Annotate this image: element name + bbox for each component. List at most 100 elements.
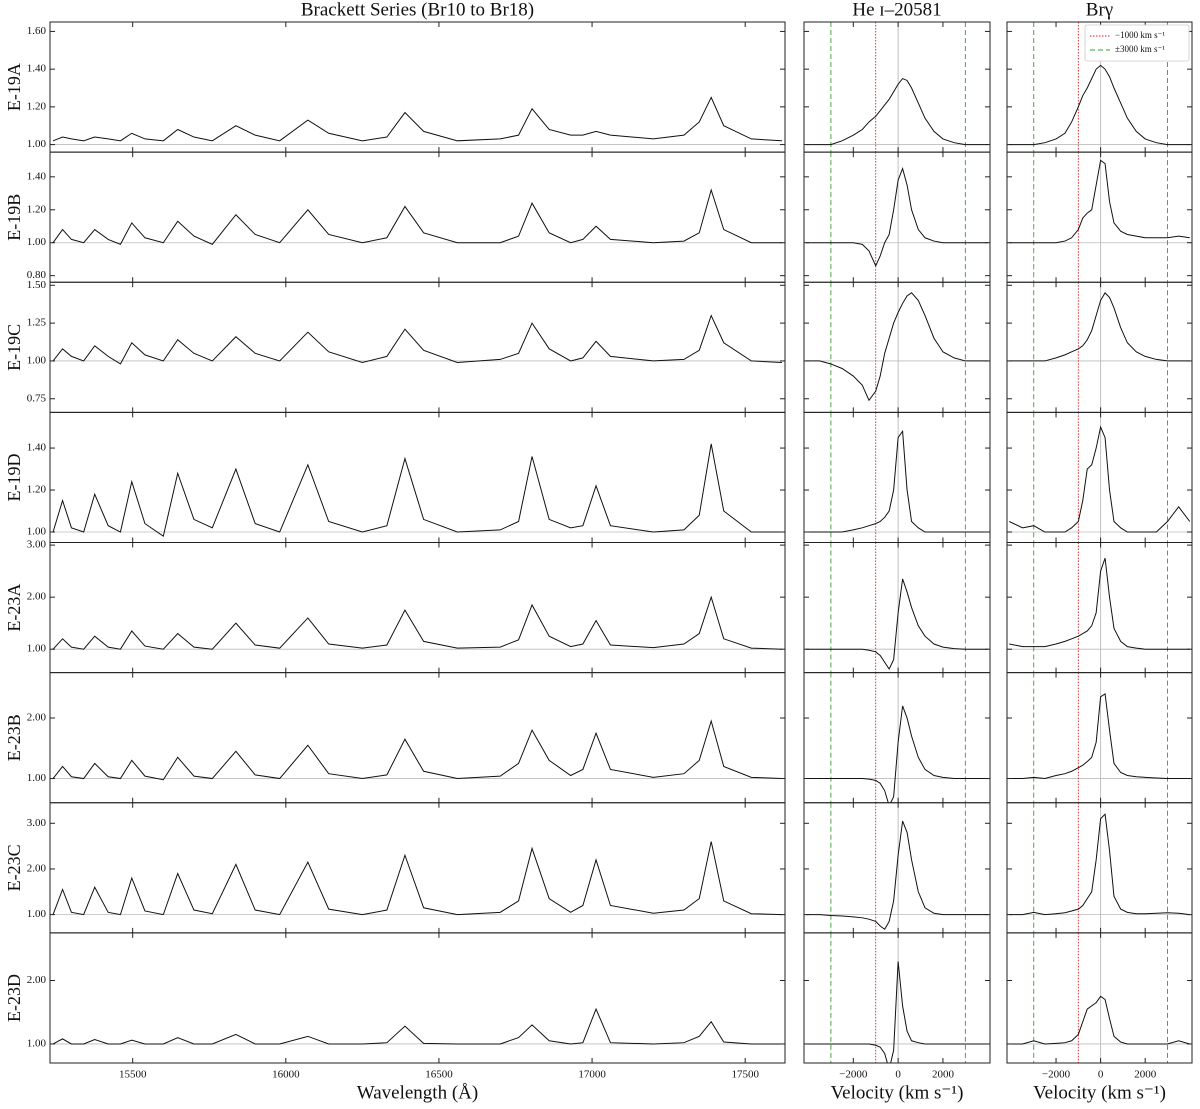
panel	[804, 282, 990, 413]
x-tick-label: 16000	[272, 1069, 300, 1081]
spectrum-line	[806, 429, 988, 533]
panel	[804, 22, 990, 153]
spectrum-line	[1009, 292, 1190, 362]
panel-frame	[49, 281, 786, 413]
spectrum-line	[52, 443, 782, 538]
y-tick-label: 1.40	[27, 442, 47, 454]
y-tick-label: 3.00	[27, 539, 47, 551]
legend-label: ±3000 km s⁻¹	[1115, 44, 1165, 54]
y-tick-label: 1.00	[27, 138, 47, 150]
spectrum-line	[806, 292, 988, 402]
panel	[50, 314, 785, 365]
panel	[804, 932, 990, 1063]
x-axis-label: Velocity (km s⁻¹)	[831, 1082, 964, 1103]
spectrum-line	[806, 77, 988, 146]
column-title: Brγ	[1086, 0, 1113, 20]
spectrum-line	[806, 167, 988, 267]
panel-frame	[49, 21, 786, 153]
row-label: E-19A	[4, 63, 24, 111]
spectrum-line	[52, 595, 782, 650]
panel-frame	[803, 932, 991, 1064]
panel-frame	[49, 151, 786, 283]
spectrum-line	[52, 1007, 782, 1045]
panel-frame	[49, 932, 786, 1064]
panel-frame	[49, 672, 786, 804]
y-tick-label: 0.80	[27, 269, 47, 281]
column-title: He ɪ–20581	[852, 0, 941, 20]
y-tick-label: 0.75	[27, 392, 47, 404]
spectrum-line	[806, 820, 988, 930]
panel	[1007, 412, 1192, 543]
y-tick-label: 3.00	[27, 817, 47, 829]
y-tick-label: 1.00	[27, 1037, 47, 1049]
spectrum-line	[1009, 159, 1190, 244]
panel-frame	[803, 672, 991, 804]
row-label: E-19D	[4, 453, 24, 501]
row-label: E-23A	[4, 584, 24, 632]
column-title: Brackett Series (Br10 to Br18)	[301, 0, 534, 20]
panel	[804, 672, 990, 803]
x-tick-label: 16500	[425, 1069, 453, 1081]
x-tick-label: −2000	[1042, 1069, 1071, 1081]
spectrum-line	[52, 188, 782, 246]
x-axis-label: Velocity (km s⁻¹)	[1033, 1082, 1166, 1103]
y-tick-label: 1.00	[27, 236, 47, 248]
panel	[804, 802, 990, 933]
panel-frame	[803, 542, 991, 674]
panel	[50, 96, 785, 145]
panel	[1007, 802, 1192, 933]
x-tick-label: 17500	[731, 1069, 759, 1081]
y-tick-label: 1.40	[27, 170, 47, 182]
panel	[50, 1007, 785, 1045]
panel	[50, 841, 785, 916]
y-tick-label: 1.00	[27, 643, 47, 655]
spectrum-line	[1009, 692, 1190, 780]
spectrum-line	[52, 314, 782, 365]
panel-frame	[49, 802, 786, 934]
panel	[1007, 542, 1192, 673]
y-tick-label: 1.60	[27, 25, 47, 37]
spectrum-line	[1009, 557, 1190, 650]
panel	[804, 542, 990, 673]
row-label: E-19B	[4, 194, 24, 241]
y-tick-label: 2.00	[27, 862, 47, 874]
panel-frame	[803, 411, 991, 543]
y-tick-label: 1.20	[27, 203, 47, 215]
y-tick-label: 1.20	[27, 484, 47, 496]
x-tick-label: 2000	[1134, 1069, 1157, 1081]
spectrum-line	[1009, 813, 1190, 916]
panel-frame	[1006, 672, 1193, 804]
panel	[1007, 22, 1192, 153]
panel	[804, 412, 990, 543]
row-label: E-23C	[4, 844, 24, 891]
y-tick-label: 1.20	[27, 100, 47, 112]
y-tick-label: 1.00	[27, 908, 47, 920]
spectrum-line	[1009, 995, 1190, 1045]
panel-frame	[1006, 151, 1193, 283]
spectrum-line	[1009, 64, 1190, 146]
y-tick-label: 2.00	[27, 591, 47, 603]
panel-frame	[49, 411, 786, 543]
panel	[804, 152, 990, 283]
panel	[1007, 672, 1192, 803]
spectrum-line	[1009, 425, 1191, 533]
y-tick-label: 1.50	[27, 279, 47, 291]
legend-box	[1084, 24, 1190, 62]
panel	[50, 443, 785, 538]
y-tick-label: 1.00	[27, 354, 47, 366]
y-tick-label: 1.40	[27, 63, 47, 75]
row-label: E-23B	[4, 714, 24, 761]
spectrum-line	[52, 841, 782, 916]
panel	[1007, 932, 1192, 1063]
row-label: E-23D	[4, 974, 24, 1022]
spectrum-line	[806, 961, 988, 1063]
panel-frame	[803, 151, 991, 283]
y-tick-label: 2.00	[27, 712, 47, 724]
x-tick-label: 15500	[119, 1069, 147, 1081]
panel-frame	[49, 542, 786, 674]
x-tick-label: 2000	[932, 1069, 955, 1081]
y-tick-label: 1.00	[27, 772, 47, 784]
panel-frame	[1006, 932, 1193, 1064]
spectrum-line	[52, 96, 782, 142]
